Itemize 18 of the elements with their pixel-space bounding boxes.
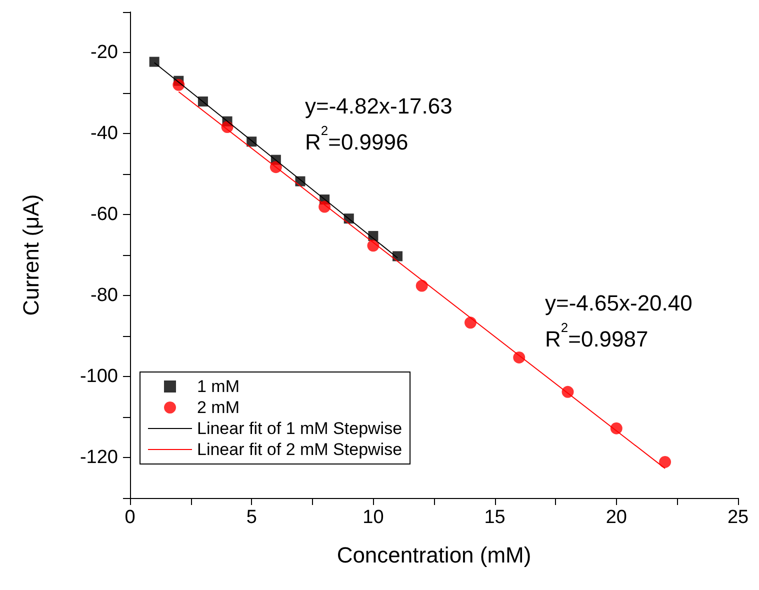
legend-label: Linear fit of 1 mM Stepwise <box>197 419 402 438</box>
x-tick-label: 0 <box>124 507 136 528</box>
legend-label: Linear fit of 2 mM Stepwise <box>197 440 402 459</box>
legend-label: 1 mM <box>197 377 240 396</box>
x-tick-label: 15 <box>484 507 506 528</box>
y-tick-label: -80 <box>90 285 118 306</box>
y-tick-label: -20 <box>90 42 118 63</box>
y-tick-label: -40 <box>90 123 118 144</box>
x-tick-label: 20 <box>606 507 627 528</box>
legend-label: 2 mM <box>197 398 240 417</box>
y-tick-label: -60 <box>90 204 118 225</box>
y-tick-label: -120 <box>80 447 118 468</box>
x-tick-label: 5 <box>246 507 257 528</box>
x-tick-label: 25 <box>727 507 749 528</box>
y-tick-label: -100 <box>80 366 118 387</box>
y-axis-title: Current (μA) <box>18 194 44 316</box>
x-tick-label: 10 <box>362 507 384 528</box>
x-axis-title: Concentration (mM) <box>336 542 532 568</box>
